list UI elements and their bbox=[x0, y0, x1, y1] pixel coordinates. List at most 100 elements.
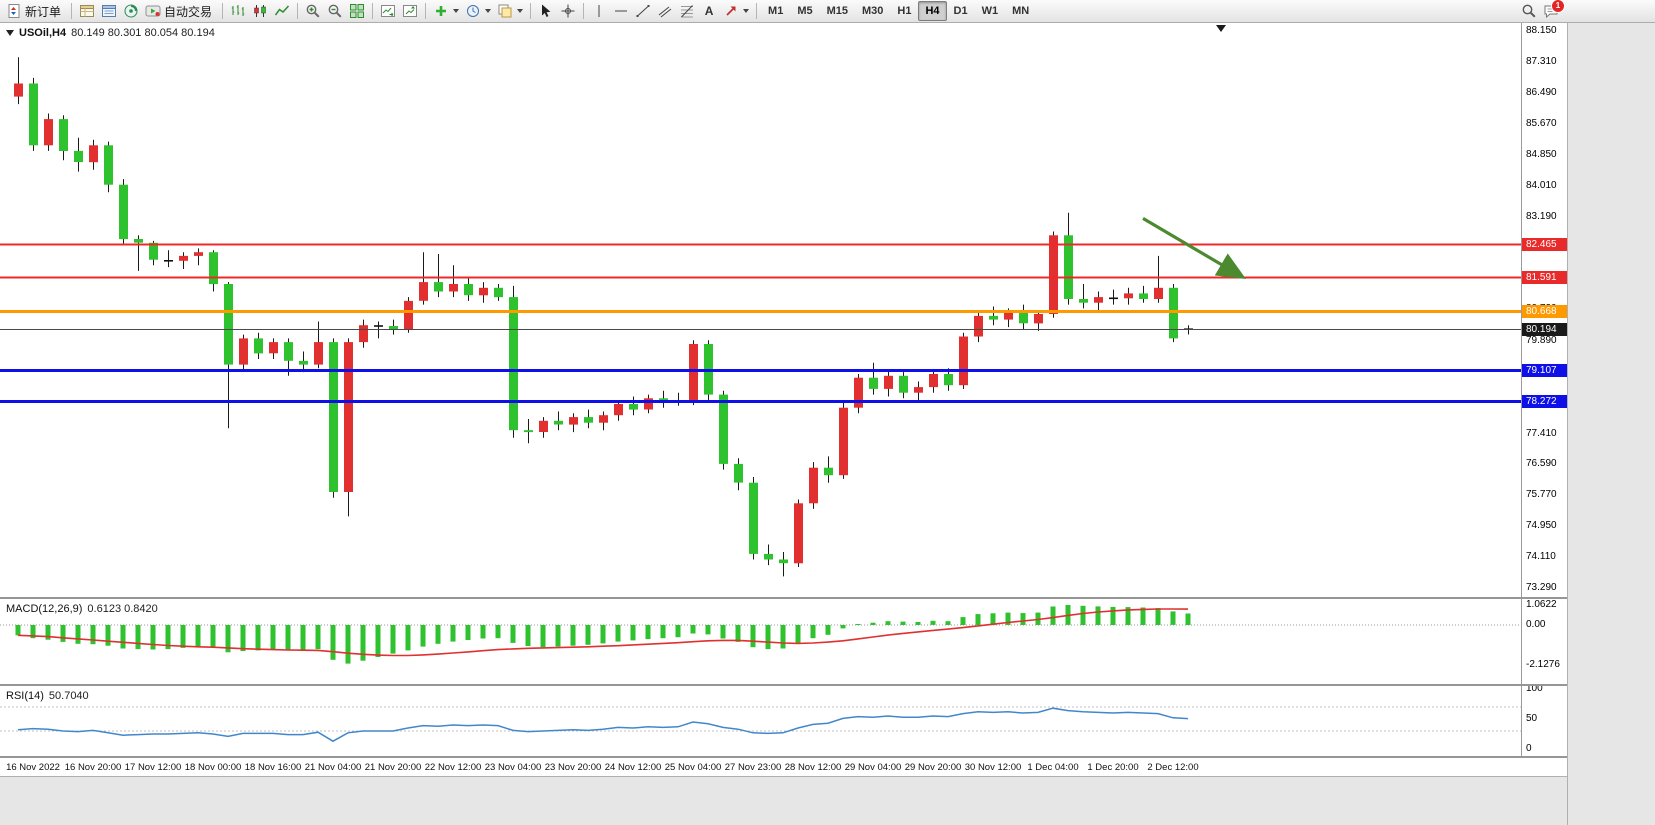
macd-axis-label: 1.0622 bbox=[1526, 599, 1557, 610]
toolbar-separator bbox=[297, 3, 299, 19]
rsi-chart[interactable] bbox=[0, 686, 1521, 756]
timeframe-button-h4[interactable]: H4 bbox=[918, 1, 947, 21]
time-axis-label: 23 Nov 04:00 bbox=[484, 762, 542, 773]
data-window-icon bbox=[101, 3, 117, 19]
time-axis-label: 17 Nov 12:00 bbox=[124, 762, 182, 773]
price-badge: 80.194 bbox=[1522, 322, 1567, 336]
timeframe-button-m30[interactable]: M30 bbox=[862, 5, 884, 17]
arrow-shape-icon bbox=[723, 3, 739, 19]
timeframe-button-m15[interactable]: M15 bbox=[826, 5, 848, 17]
timeframe-button-mn[interactable]: MN bbox=[1012, 5, 1030, 17]
right-filler bbox=[1567, 23, 1655, 825]
pane-divider[interactable] bbox=[0, 756, 1567, 758]
price-axis-label: 88.150 bbox=[1526, 25, 1557, 36]
community-chat-button[interactable]: 1 bbox=[1540, 0, 1565, 21]
pane-divider[interactable] bbox=[0, 684, 1567, 686]
ohlc-values: 80.149 80.301 80.054 80.194 bbox=[71, 27, 215, 39]
timeframe-buttons: M1 M5 M15 M30 H1 H4 D1 W1 MN bbox=[761, 1, 1036, 21]
rsi-line bbox=[17, 707, 1189, 743]
navigator-button[interactable] bbox=[120, 1, 142, 21]
new-order-icon bbox=[6, 3, 22, 19]
market-watch-icon bbox=[79, 3, 95, 19]
auto-trading-label: 自动交易 bbox=[164, 4, 213, 19]
vertical-line-icon bbox=[591, 3, 607, 19]
time-axis[interactable]: 16 Nov 2022 16 Nov 20:00 17 Nov 12:00 18 No… bbox=[0, 758, 1567, 776]
price-chart[interactable] bbox=[0, 23, 1521, 597]
search-icon bbox=[1521, 3, 1537, 19]
line-chart-button[interactable] bbox=[271, 1, 293, 21]
price-axis-label: 73.290 bbox=[1526, 582, 1557, 593]
candles bbox=[14, 57, 1193, 577]
price-axis[interactable]: 88.150 87.310 86.490 85.670 84.850 84.010 83.1… bbox=[1521, 23, 1567, 597]
tile-windows-button[interactable] bbox=[346, 1, 368, 21]
arrows-tool-button[interactable] bbox=[720, 1, 752, 21]
timeframe-button-d1[interactable]: D1 bbox=[953, 5, 968, 17]
timeframe-button-h1[interactable]: H1 bbox=[897, 5, 912, 17]
timeframe-button-m5[interactable]: M5 bbox=[797, 5, 813, 17]
chevron-down-icon bbox=[743, 9, 750, 13]
zoom-in-button[interactable] bbox=[302, 1, 324, 21]
trendline-icon bbox=[635, 3, 651, 19]
chart-shift-button[interactable] bbox=[399, 1, 421, 21]
price-badge: 80.668 bbox=[1522, 304, 1567, 318]
horizontal-line-icon bbox=[613, 3, 629, 19]
time-axis-label: 30 Nov 12:00 bbox=[964, 762, 1022, 773]
price-axis-label: 85.670 bbox=[1526, 117, 1557, 129]
crosshair-button[interactable] bbox=[557, 1, 579, 21]
time-axis-label: 21 Nov 20:00 bbox=[364, 762, 422, 773]
chart-window: USOil,H4 80.149 80.301 80.054 80.194 88.… bbox=[0, 23, 1567, 825]
bar-chart-icon bbox=[230, 3, 246, 19]
price-axis-label: 87.310 bbox=[1526, 56, 1557, 68]
price-axis-label: 86.490 bbox=[1526, 87, 1557, 99]
price-axis-label: 76.590 bbox=[1526, 458, 1557, 470]
auto-trading-icon bbox=[145, 3, 161, 19]
bar-chart-button[interactable] bbox=[227, 1, 249, 21]
chevron-down-icon bbox=[485, 9, 492, 13]
price-axis-label: 77.410 bbox=[1526, 427, 1557, 439]
clock-icon bbox=[465, 3, 481, 19]
vertical-line-tool-button[interactable] bbox=[588, 1, 610, 21]
time-axis-label: 1 Dec 04:00 bbox=[1027, 762, 1079, 773]
text-tool-button[interactable]: A bbox=[698, 1, 720, 21]
price-badge: 78.272 bbox=[1522, 394, 1567, 408]
macd-chart[interactable] bbox=[0, 599, 1521, 684]
toolbar-separator bbox=[372, 3, 374, 19]
search-button[interactable] bbox=[1518, 1, 1540, 21]
pane-divider[interactable] bbox=[0, 597, 1567, 599]
indicators-button[interactable] bbox=[430, 1, 462, 21]
data-window-button[interactable] bbox=[98, 1, 120, 21]
new-order-label: 新订单 bbox=[25, 4, 62, 19]
timeframe-button-w1[interactable]: W1 bbox=[981, 5, 999, 17]
time-axis-label: 23 Nov 20:00 bbox=[544, 762, 602, 773]
fibonacci-tool-button[interactable] bbox=[676, 1, 698, 21]
periods-button[interactable] bbox=[462, 1, 494, 21]
fibonacci-icon bbox=[679, 3, 695, 19]
time-axis-label: 24 Nov 12:00 bbox=[604, 762, 662, 773]
horizontal-line-tool-button[interactable] bbox=[610, 1, 632, 21]
auto-scroll-button[interactable] bbox=[377, 1, 399, 21]
auto-trading-button[interactable]: 自动交易 bbox=[142, 1, 218, 21]
time-axis-label: 27 Nov 23:00 bbox=[724, 762, 782, 773]
cursor-button[interactable] bbox=[535, 1, 557, 21]
templates-button[interactable] bbox=[494, 1, 526, 21]
rsi-pane: RSI(14) 50.7040 100 50 0 bbox=[0, 686, 1567, 756]
rsi-axis[interactable]: 100 50 0 bbox=[1521, 686, 1567, 756]
channel-icon bbox=[657, 3, 673, 19]
toolbar-separator bbox=[530, 3, 532, 19]
collapse-arrow-icon[interactable] bbox=[6, 30, 14, 36]
zoom-out-button[interactable] bbox=[324, 1, 346, 21]
timeframe-button-m1[interactable]: M1 bbox=[768, 5, 784, 17]
trend-arrow-annotation[interactable] bbox=[1142, 217, 1247, 280]
time-axis-label: 25 Nov 04:00 bbox=[664, 762, 722, 773]
market-watch-button[interactable] bbox=[76, 1, 98, 21]
new-order-button[interactable]: 新订单 bbox=[3, 1, 67, 21]
macd-axis[interactable]: 1.0622 0.00 -2.1276 bbox=[1521, 599, 1567, 684]
channel-tool-button[interactable] bbox=[654, 1, 676, 21]
time-axis-label: 29 Nov 20:00 bbox=[904, 762, 962, 773]
time-axis-label: 21 Nov 04:00 bbox=[304, 762, 362, 773]
rsi-title: RSI(14) bbox=[6, 690, 44, 702]
price-axis-label: 75.770 bbox=[1526, 489, 1557, 501]
toolbar-right-tools: 1 bbox=[1518, 0, 1565, 21]
candlestick-chart-button[interactable] bbox=[249, 1, 271, 21]
trendline-tool-button[interactable] bbox=[632, 1, 654, 21]
